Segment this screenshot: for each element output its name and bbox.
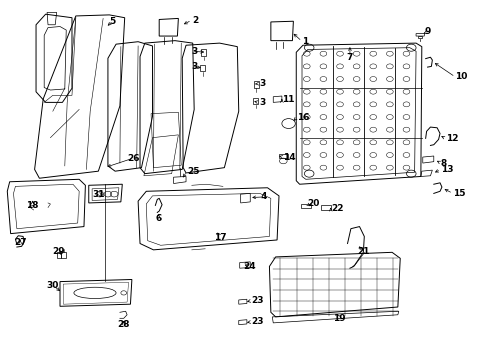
Text: 3: 3 (191, 47, 198, 56)
Text: 16: 16 (297, 113, 309, 122)
Text: 13: 13 (440, 165, 452, 174)
Text: 26: 26 (127, 154, 139, 163)
Text: 3: 3 (191, 62, 198, 71)
Text: 2: 2 (191, 16, 198, 25)
Text: 3: 3 (258, 98, 264, 107)
Text: 23: 23 (251, 317, 264, 326)
Text: 6: 6 (155, 213, 161, 222)
Text: 24: 24 (243, 262, 255, 271)
Text: 3: 3 (258, 79, 264, 88)
Text: 7: 7 (346, 53, 352, 62)
Text: 14: 14 (282, 153, 295, 162)
Text: 20: 20 (306, 199, 319, 208)
Text: 8: 8 (440, 158, 447, 167)
Text: 10: 10 (454, 72, 467, 81)
Text: 1: 1 (302, 37, 307, 46)
Text: 29: 29 (52, 247, 65, 256)
Text: 9: 9 (424, 27, 430, 36)
Text: 4: 4 (260, 193, 266, 202)
Text: 12: 12 (445, 134, 457, 143)
Text: 23: 23 (251, 296, 264, 305)
Text: 21: 21 (356, 247, 369, 256)
Text: 18: 18 (26, 201, 39, 210)
Text: 15: 15 (452, 189, 465, 198)
Text: 25: 25 (186, 167, 199, 176)
Text: 11: 11 (281, 95, 294, 104)
Text: 22: 22 (330, 204, 343, 213)
Text: 27: 27 (14, 238, 26, 247)
Text: 5: 5 (109, 17, 116, 26)
Text: 30: 30 (46, 281, 59, 290)
Text: 17: 17 (214, 233, 226, 242)
Text: 19: 19 (332, 314, 345, 323)
Text: 28: 28 (117, 320, 130, 329)
Text: 31: 31 (92, 190, 104, 199)
